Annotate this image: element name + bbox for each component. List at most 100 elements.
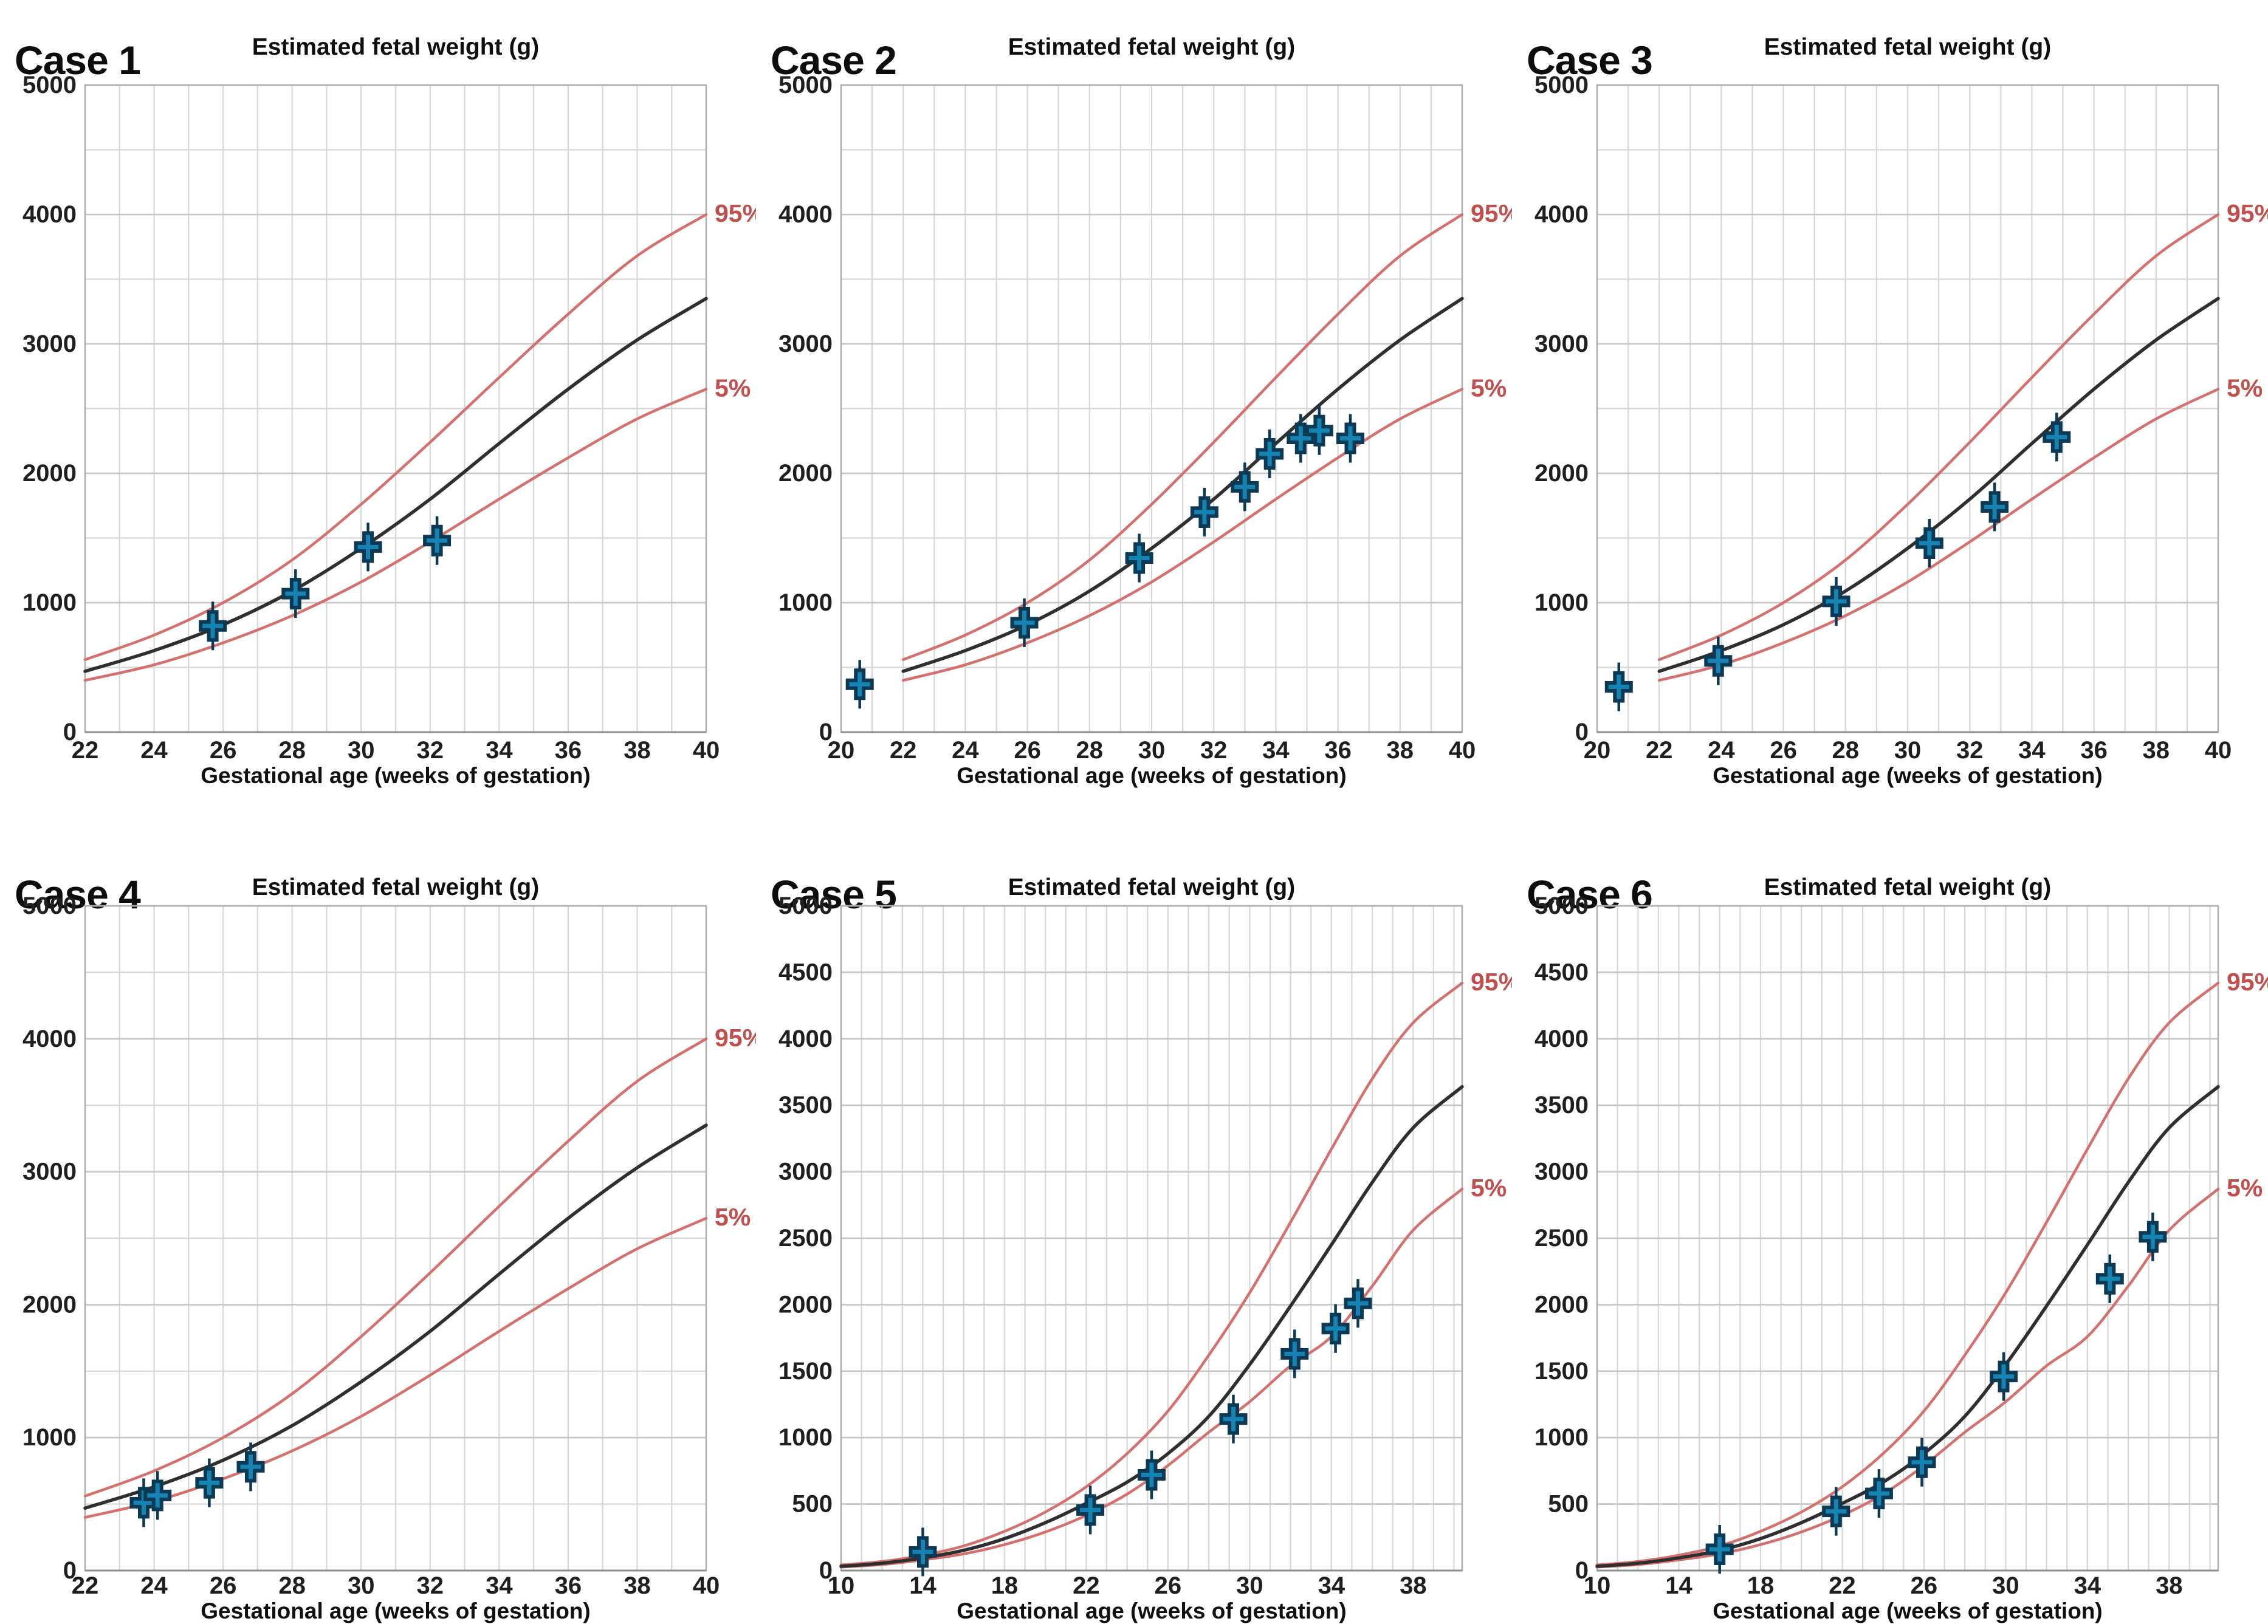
cross-marker-icon [1190, 496, 1218, 528]
panel-case-2: Case 2 Estimated fetal weight (g) 20 22 24… [756, 0, 1521, 810]
p50-median-curve [1595, 1084, 2220, 1568]
cross-marker-icon [1321, 1312, 1350, 1345]
data-point [1231, 462, 1259, 512]
y-tick-label: 5000 [778, 893, 833, 919]
data-point [1190, 487, 1218, 536]
p95-curve [83, 1037, 708, 1498]
x-tick-label: 30 [348, 737, 375, 764]
cross-marker-icon [1076, 1494, 1105, 1526]
cross-marker-icon [1981, 491, 2009, 523]
x-tick-label: 10 [828, 1572, 855, 1599]
x-tick-label: 32 [1200, 737, 1228, 764]
cross-marker-icon [2095, 1263, 2124, 1295]
y-tick-label: 2000 [778, 1291, 833, 1318]
x-tick-label: 24 [952, 737, 979, 764]
y-tick-label: 2000 [1534, 1291, 1589, 1318]
y-tick-label: 2000 [778, 460, 833, 487]
p5-label: 5% [715, 374, 751, 402]
y-tick-label: 0 [63, 719, 77, 745]
y-tick-label: 1000 [1534, 1424, 1589, 1451]
p50-median-curve [901, 296, 1464, 673]
panel-case-1: Case 1 Estimated fetal weight (g) 22 24 26… [0, 0, 765, 810]
x-tick-label: 28 [278, 1572, 306, 1599]
y-tick-label: 3000 [22, 1159, 77, 1185]
y-tick-label: 1500 [1534, 1358, 1589, 1385]
data-point [1990, 1352, 2018, 1401]
y-tick-label: 0 [819, 719, 833, 745]
data-point [1705, 1525, 1734, 1574]
y-tick-label: 4500 [778, 959, 833, 985]
x-tick-label: 22 [1073, 1572, 1100, 1599]
p5-label: 5% [2227, 374, 2263, 402]
case-heading: Case 2 [771, 37, 897, 83]
data-point [845, 660, 874, 709]
y-tick-label: 1500 [778, 1358, 833, 1385]
x-tick-label: 36 [2080, 737, 2108, 764]
x-tick-label: 18 [991, 1572, 1019, 1599]
cross-marker-icon [1010, 607, 1039, 639]
y-tick-label: 5000 [22, 72, 77, 98]
cross-marker-icon [1705, 1533, 1734, 1565]
cross-marker-icon [909, 1536, 937, 1568]
x-tick-label: 32 [1956, 737, 1984, 764]
y-tick-label: 3000 [1534, 331, 1589, 357]
x-tick-label: 22 [890, 737, 917, 764]
x-tick-label: 24 [1708, 737, 1735, 764]
data-point [423, 516, 452, 565]
p95-curve [1657, 213, 2220, 661]
growth-chart-case-1: 22 24 26 28 30 32 34 36 38 40 0 1000 2000 3000 4000 500… [22, 72, 765, 764]
y-tick-label: 2500 [778, 1225, 833, 1252]
x-tick-label: 30 [1138, 737, 1166, 764]
chart-title: Estimated fetal weight (g) [252, 34, 540, 60]
x-tick-label: 30 [1236, 1572, 1263, 1599]
y-tick-label: 3000 [1534, 1159, 1589, 1185]
data-point [1219, 1394, 1248, 1444]
data-point [1822, 577, 1850, 626]
cross-marker-icon [1231, 471, 1259, 503]
y-tick-label: 2000 [1534, 460, 1589, 487]
p50-median-curve [83, 1123, 708, 1510]
data-point [1010, 598, 1039, 647]
data-point [1336, 414, 1364, 463]
p5-curve [1657, 388, 2220, 682]
y-tick-label: 1000 [22, 589, 77, 616]
data-point [1321, 1304, 1350, 1353]
x-tick-label: 24 [140, 737, 168, 764]
data-point [2139, 1212, 2167, 1261]
cross-marker-icon [1908, 1446, 1936, 1478]
x-tick-label: 36 [555, 1572, 582, 1599]
y-tick-label: 500 [792, 1491, 833, 1518]
x-axis-title: Gestational age (weeks of gestation) [957, 1598, 1347, 1623]
data-point [143, 1471, 172, 1520]
cross-marker-icon [423, 524, 452, 557]
x-tick-label: 14 [1665, 1572, 1692, 1599]
y-tick-label: 5000 [778, 72, 833, 98]
panel-case-5: Case 5 Estimated fetal weight (g) 10 14 18… [756, 810, 1521, 1623]
cross-marker-icon [1344, 1287, 1372, 1320]
y-tick-label: 500 [1548, 1491, 1589, 1518]
cross-marker-icon [1864, 1478, 1893, 1510]
cross-marker-icon [1305, 414, 1333, 447]
case-heading: Case 6 [1527, 871, 1653, 917]
cross-marker-icon [1704, 645, 1733, 677]
data-point [1287, 414, 1315, 463]
x-tick-label: 40 [693, 1572, 720, 1599]
x-tick-label: 34 [2074, 1572, 2101, 1599]
x-tick-label: 38 [2143, 737, 2170, 764]
data-point [1908, 1437, 1936, 1487]
cross-marker-icon [1219, 1403, 1248, 1435]
y-tick-label: 3000 [778, 331, 833, 357]
data-point [2095, 1254, 2124, 1303]
chart-title: Estimated fetal weight (g) [1764, 34, 2052, 60]
x-tick-label: 22 [1829, 1572, 1856, 1599]
data-point [1822, 1487, 1850, 1536]
cross-marker-icon [354, 531, 382, 563]
x-axis-title: Gestational age (weeks of gestation) [1713, 763, 2103, 788]
x-axis-title: Gestational age (weeks of gestation) [957, 763, 1347, 788]
cross-marker-icon [1287, 422, 1315, 454]
data-point [195, 1458, 224, 1507]
data-point [281, 569, 310, 618]
cross-marker-icon [195, 1467, 224, 1499]
x-tick-label: 34 [2018, 737, 2046, 764]
